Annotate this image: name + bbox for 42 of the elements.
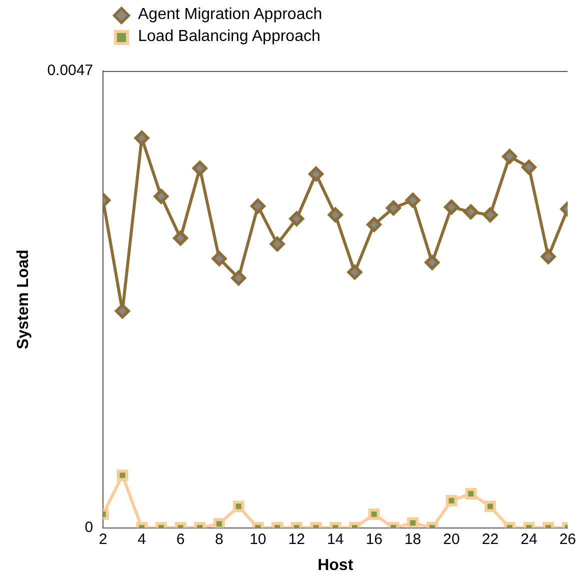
y-tick-label: 0.0047 bbox=[47, 62, 94, 80]
point bbox=[521, 160, 536, 175]
x-tick-label: 4 bbox=[138, 530, 146, 548]
point bbox=[347, 264, 362, 280]
point bbox=[212, 251, 227, 266]
x-tick-label: 22 bbox=[482, 530, 499, 548]
point bbox=[405, 192, 420, 208]
point bbox=[366, 217, 382, 232]
x-tick-label: 6 bbox=[176, 530, 185, 548]
x-axis-title: Host bbox=[318, 556, 354, 574]
x-tick-label: 2 bbox=[98, 530, 108, 548]
point bbox=[231, 270, 246, 286]
point bbox=[482, 207, 498, 222]
point bbox=[173, 230, 188, 246]
x-tick-label: 20 bbox=[443, 530, 460, 548]
point bbox=[134, 130, 150, 146]
point bbox=[540, 249, 556, 264]
x-tick-label: 24 bbox=[520, 530, 538, 548]
x-tick-label: 14 bbox=[327, 530, 344, 548]
point bbox=[308, 166, 324, 182]
point bbox=[250, 198, 266, 214]
point bbox=[114, 304, 130, 319]
point bbox=[463, 204, 478, 220]
legend-label: Load Balancing Approach bbox=[138, 28, 320, 46]
point bbox=[444, 200, 460, 215]
y-axis-title: System Load bbox=[15, 250, 32, 350]
point bbox=[192, 160, 208, 176]
x-tick-label: 18 bbox=[404, 530, 422, 548]
point bbox=[386, 200, 401, 216]
x-tick-label: 26 bbox=[559, 530, 576, 548]
y-tick-label: 0 bbox=[84, 518, 94, 536]
point bbox=[154, 188, 169, 204]
x-tick-label: 16 bbox=[366, 530, 382, 548]
x-tick-label: 8 bbox=[215, 530, 224, 548]
point bbox=[328, 207, 343, 222]
point bbox=[424, 254, 440, 270]
point bbox=[289, 211, 304, 226]
x-tick-label: 12 bbox=[288, 530, 305, 548]
point bbox=[502, 149, 518, 164]
point bbox=[270, 236, 285, 252]
x-tick-label: 10 bbox=[250, 530, 266, 548]
legend-label: Agent Migration Approach bbox=[138, 6, 322, 24]
